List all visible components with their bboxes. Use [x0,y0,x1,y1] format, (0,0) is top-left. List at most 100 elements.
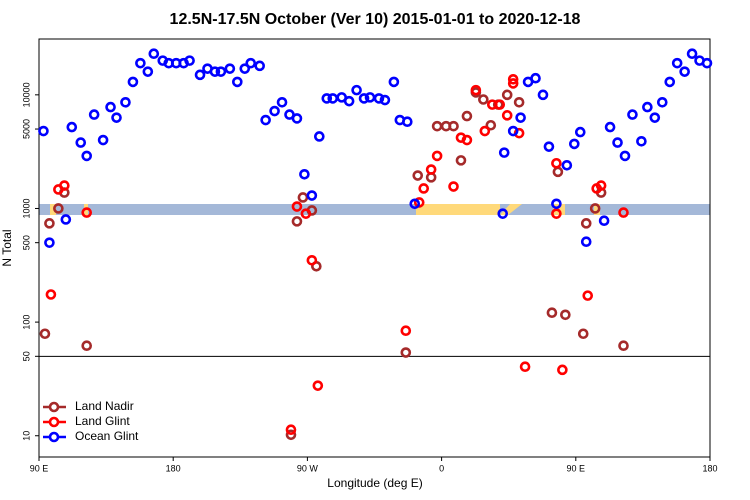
data-point [530,72,541,84]
data-point [224,63,236,74]
legend-label: Ocean Glint [75,429,139,443]
data-point [412,170,424,181]
data-point [297,192,309,203]
y-tick-label: 1000 [21,198,31,218]
data-point [135,57,146,69]
data-point [494,99,506,110]
data-point [97,134,109,146]
y-tick-label: 10 [21,431,31,441]
data-point [431,120,443,132]
data-point [299,168,310,180]
data-point [127,76,139,88]
data-point [577,328,589,340]
data-point [519,361,531,373]
data-point [537,89,549,101]
data-point [120,96,131,108]
data-point [81,340,93,351]
data-point [618,207,629,218]
data-point [276,96,288,108]
data-point [580,218,592,229]
x-tick-label: 180 [166,463,181,473]
data-point [501,110,513,121]
data-point [479,125,491,137]
data-point [105,101,116,113]
data-point [461,134,473,146]
data-point [400,325,412,337]
data-point [580,236,592,248]
data-point [285,424,297,436]
data-point [574,126,586,138]
data-point [507,125,519,137]
data-point [232,76,243,88]
data-point [291,216,303,227]
data-point [501,89,513,101]
legend-marker [48,416,60,428]
data-point [373,93,385,104]
legend-label: Land Glint [75,414,130,428]
legend-marker [48,401,60,413]
data-point [314,131,325,142]
plot-frame [38,38,711,458]
data-point [551,208,562,219]
data-point [619,150,631,162]
data-point [627,109,638,120]
data-point [598,215,610,227]
coverage-band-highlight [594,204,600,215]
coverage-band [39,204,710,215]
data-point [498,147,510,158]
data-point [400,347,412,358]
data-point [60,214,72,225]
data-point [260,114,271,126]
data-point [327,93,339,104]
data-point [402,116,413,128]
data-point [148,48,160,60]
data-point [589,203,601,214]
data-point [557,364,568,376]
data-point [81,150,93,162]
data-point [343,95,355,107]
data-point [642,101,653,113]
data-point [478,94,489,105]
data-point [470,84,482,96]
y-axis-label: N Total [0,229,14,266]
data-point [515,112,526,123]
data-point [209,66,221,77]
data-point [285,429,297,441]
data-point [701,57,713,69]
data-point [142,66,154,77]
data-point [546,307,558,318]
data-point [485,119,497,131]
data-point [612,137,623,148]
data-point [418,183,430,194]
data-point [254,60,265,72]
data-point [656,96,668,108]
data-point [604,121,616,133]
data-point [66,121,78,133]
y-tick-label: 10000 [21,82,31,107]
data-point [88,109,100,120]
data-point [513,96,525,108]
data-point [409,198,421,210]
data-point [618,340,629,351]
x-tick-label: 90 E [567,463,586,473]
data-point [560,309,571,321]
data-point [448,120,459,132]
data-point [351,84,362,96]
data-point [671,57,683,69]
data-point [686,48,698,60]
data-point [44,237,55,248]
data-point [269,105,280,117]
data-point [306,254,318,266]
data-point [595,180,607,191]
data-point [39,328,51,340]
data-point [184,55,195,66]
data-point [461,110,473,122]
data-point [507,78,519,89]
y-tick-label: 500 [21,235,31,250]
data-point [194,69,206,81]
coverage-band-highlight [416,204,500,215]
data-point [111,112,122,123]
data-point [582,290,594,301]
chart-title: 12.5N-17.5N October (Ver 10) 2015-01-01 … [170,11,581,28]
